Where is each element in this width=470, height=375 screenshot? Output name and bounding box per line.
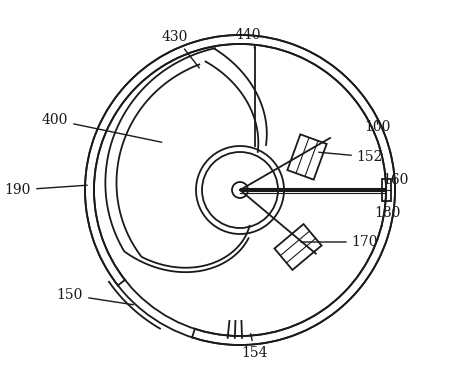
Text: 154: 154 bbox=[242, 334, 268, 360]
Text: 190: 190 bbox=[5, 183, 87, 197]
Bar bbox=[382, 179, 391, 201]
Text: 440: 440 bbox=[235, 28, 261, 49]
Text: 100: 100 bbox=[365, 120, 391, 134]
Text: 170: 170 bbox=[301, 235, 378, 249]
Text: 152: 152 bbox=[319, 150, 383, 164]
Text: 400: 400 bbox=[42, 113, 162, 142]
Text: 160: 160 bbox=[382, 173, 408, 193]
Text: 180: 180 bbox=[375, 206, 401, 228]
Text: 150: 150 bbox=[57, 288, 133, 305]
Text: 430: 430 bbox=[162, 30, 199, 68]
